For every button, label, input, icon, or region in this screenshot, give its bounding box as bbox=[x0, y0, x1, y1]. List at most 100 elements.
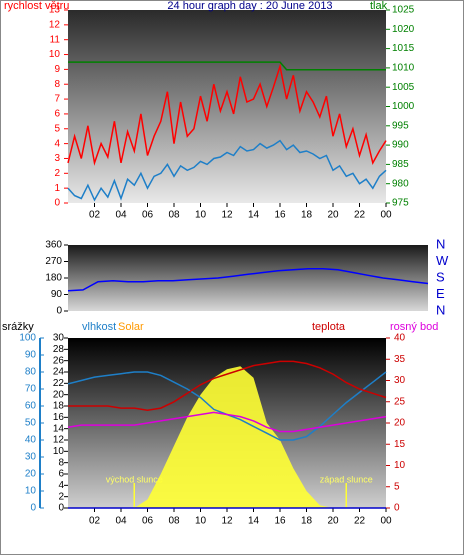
annotation: východ slunce bbox=[106, 474, 163, 484]
y3-tick-label: 18 bbox=[53, 401, 65, 412]
y2-tick-label: 980 bbox=[392, 178, 409, 189]
y3-tick-label: 28 bbox=[53, 344, 65, 355]
y3-tick-label: 4 bbox=[58, 480, 64, 491]
x-tick-label: 18 bbox=[301, 516, 313, 527]
y-tick-label: 1 bbox=[54, 183, 60, 194]
y3-tick-label: 26 bbox=[53, 355, 65, 366]
y-tick-label: 30 bbox=[25, 452, 37, 463]
y-tick-label: 13 bbox=[49, 5, 61, 16]
y3-tick-label: 16 bbox=[53, 412, 65, 423]
y2-tick-label: 10 bbox=[394, 460, 406, 471]
y-tick-label: 360 bbox=[45, 240, 62, 251]
legend-label: rosný bod bbox=[390, 321, 438, 333]
y2-tick-label: 35 bbox=[394, 354, 406, 365]
y-tick-label: 3 bbox=[54, 153, 60, 164]
x-tick-label: 02 bbox=[89, 210, 101, 221]
panel-bg bbox=[68, 245, 428, 311]
y2-axis-label: tlak bbox=[370, 0, 388, 12]
y-tick-label: 60 bbox=[25, 401, 37, 412]
y-tick-label: 270 bbox=[45, 256, 62, 267]
y-tick-label: 4 bbox=[54, 138, 60, 149]
y2-tick-label: 5 bbox=[394, 481, 400, 492]
y-tick-label: 6 bbox=[54, 109, 60, 120]
x-tick-label: 12 bbox=[221, 210, 233, 221]
line bbox=[67, 411, 387, 433]
y3-tick-label: 10 bbox=[53, 446, 65, 457]
y2-tick-label: 1005 bbox=[392, 82, 415, 93]
x-tick-label: 06 bbox=[142, 516, 154, 527]
y3-tick-label: 14 bbox=[53, 423, 65, 434]
y2-tick-label: 25 bbox=[394, 396, 406, 407]
y2-tick-label: 1015 bbox=[392, 43, 415, 54]
y2-tick-label: N bbox=[436, 302, 445, 317]
x-tick-label: 00 bbox=[380, 210, 392, 221]
y2-tick-label: E bbox=[436, 286, 445, 301]
line bbox=[68, 360, 387, 412]
x-tick-label: 10 bbox=[195, 210, 207, 221]
y2-tick-label: 990 bbox=[392, 140, 409, 151]
x-tick-label: 08 bbox=[168, 210, 180, 221]
y-tick-label: 5 bbox=[54, 123, 60, 134]
y-tick-label: 180 bbox=[45, 273, 62, 284]
x-tick-label: 08 bbox=[168, 516, 180, 527]
y-tick-label: 10 bbox=[49, 49, 61, 60]
line bbox=[67, 139, 387, 202]
y-tick-label: 20 bbox=[25, 469, 37, 480]
y2-tick-label: 15 bbox=[394, 439, 406, 450]
y-tick-label: 12 bbox=[49, 19, 61, 30]
y-tick-label: 90 bbox=[25, 350, 37, 361]
y2-tick-label: 30 bbox=[394, 375, 406, 386]
y2-tick-label: 40 bbox=[394, 333, 406, 344]
y2-tick-label: 1020 bbox=[392, 24, 415, 35]
y2-tick-label: 20 bbox=[394, 418, 406, 429]
x-tick-label: 20 bbox=[327, 516, 339, 527]
x-tick-label: 14 bbox=[248, 210, 260, 221]
y2-tick-label: N bbox=[436, 236, 445, 251]
y3-tick-label: 0 bbox=[58, 503, 64, 514]
y3-tick-label: 2 bbox=[58, 491, 64, 502]
y2-tick-label: 0 bbox=[394, 503, 400, 514]
chart-title: 24 hour graph day : 20 June 2013 bbox=[167, 0, 332, 12]
y-tick-label: 9 bbox=[54, 64, 60, 75]
x-tick-label: 16 bbox=[274, 210, 286, 221]
line bbox=[67, 63, 387, 166]
y-tick-label: 7 bbox=[54, 94, 60, 105]
y3-tick-label: 30 bbox=[53, 333, 65, 344]
y-tick-label: 0 bbox=[30, 503, 36, 514]
legend-label: Solar bbox=[118, 321, 144, 333]
legend-label: vlhkost bbox=[82, 321, 116, 333]
y-axis-label: rychlost větru bbox=[4, 0, 69, 12]
y3-tick-label: 12 bbox=[53, 435, 65, 446]
x-tick-label: 00 bbox=[380, 516, 392, 527]
y-tick-label: 50 bbox=[25, 418, 37, 429]
panel-bg bbox=[68, 10, 386, 203]
x-tick-label: 02 bbox=[89, 516, 101, 527]
y-tick-label: 0 bbox=[54, 198, 60, 209]
y-tick-label: 8 bbox=[54, 79, 60, 90]
y-tick-label: 0 bbox=[56, 306, 62, 317]
y-tick-label: 10 bbox=[25, 486, 37, 497]
y3-tick-label: 22 bbox=[53, 378, 65, 389]
y-tick-label: 70 bbox=[25, 384, 37, 395]
x-tick-label: 20 bbox=[327, 210, 339, 221]
y3-tick-label: 24 bbox=[53, 367, 65, 378]
y-tick-label: 80 bbox=[25, 367, 37, 378]
y3-tick-label: 6 bbox=[58, 469, 64, 480]
x-tick-label: 04 bbox=[115, 210, 127, 221]
y-tick-label: 90 bbox=[51, 289, 63, 300]
x-tick-label: 22 bbox=[354, 210, 366, 221]
y-tick-label: 2 bbox=[54, 168, 60, 179]
y-tick-label: 11 bbox=[50, 34, 61, 45]
y2-tick-label: 1000 bbox=[392, 101, 415, 112]
line bbox=[68, 61, 386, 71]
x-tick-label: 06 bbox=[142, 210, 154, 221]
x-tick-label: 10 bbox=[195, 516, 207, 527]
x-tick-label: 16 bbox=[274, 516, 286, 527]
line bbox=[67, 268, 429, 292]
y2-tick-label: S bbox=[436, 269, 445, 284]
legend-label: srážky bbox=[2, 321, 34, 333]
y2-tick-label: 1010 bbox=[392, 63, 415, 74]
annotation: západ slunce bbox=[320, 474, 373, 484]
